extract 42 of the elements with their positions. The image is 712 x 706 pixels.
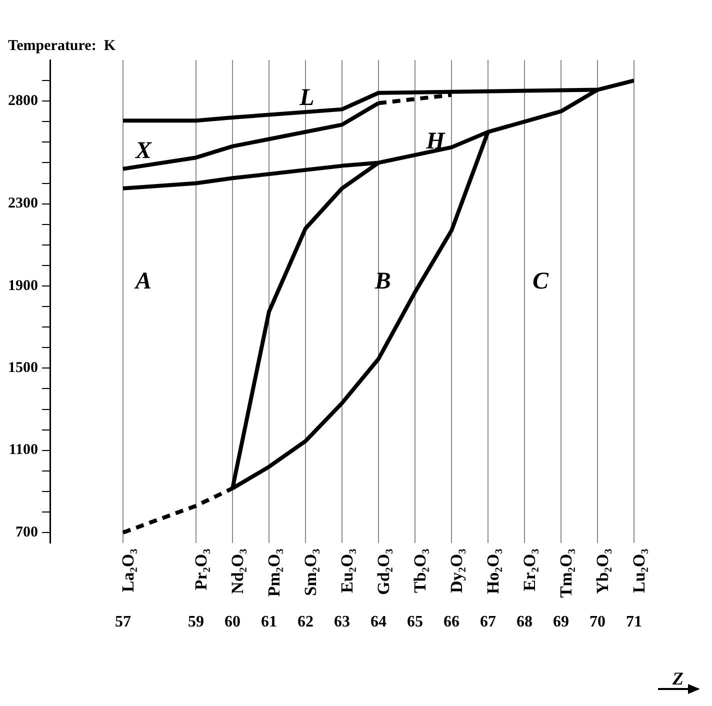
y-axis-title: Temperature: K <box>8 38 116 54</box>
text: Tb₂O₃ <box>410 548 430 594</box>
y-tick-label: 1100 <box>8 442 38 458</box>
x-tick-label: 67 <box>480 614 496 631</box>
text: Yb₂O₃ <box>592 548 612 594</box>
x-tick-label: 61 <box>261 614 277 631</box>
x-tick-label: 69 <box>553 614 569 631</box>
x-tick-label: 68 <box>516 614 532 631</box>
text: Nd₂O₃ <box>228 548 247 594</box>
x-tick-label: 71 <box>626 614 642 631</box>
text: La₂O₃ <box>118 548 138 592</box>
text: Eu₂O₃ <box>337 548 356 594</box>
annotation: C <box>532 268 550 294</box>
text: Tm₂O₃ <box>556 548 576 598</box>
x-axis-title: Z <box>672 668 684 689</box>
x-tick-label: 64 <box>370 614 386 631</box>
text: Gd₂O₃ <box>374 548 393 595</box>
x-tick-label: 62 <box>298 614 314 631</box>
text: Dy₂O₃ <box>446 548 466 594</box>
text: Pr₂O₃ <box>191 548 210 590</box>
annotation: A <box>133 268 152 294</box>
text: Er₂O₃ <box>520 548 539 592</box>
annotation: X <box>134 138 152 164</box>
y-tick-label: 2800 <box>8 92 38 109</box>
y-tick-label: 1500 <box>8 360 38 376</box>
text: Ho₂O₃ <box>483 548 502 594</box>
y-tick-label: 700 <box>16 524 38 540</box>
y-tick-label: 2300 <box>8 196 38 212</box>
text: Lu₂O₃ <box>629 548 648 594</box>
x-tick-label: 66 <box>444 614 460 631</box>
y-tick-label: 1900 <box>8 278 38 294</box>
annotation: B <box>374 268 391 294</box>
x-tick-label: 65 <box>407 614 423 631</box>
annotation: H <box>425 128 446 154</box>
x-tick-label: 63 <box>334 614 350 631</box>
annotation: L <box>298 84 314 111</box>
text: Sm₂O₃ <box>300 548 320 596</box>
x-tick-label: 59 <box>188 614 204 631</box>
x-tick-label: 70 <box>590 614 606 631</box>
x-tick-label: 57 <box>115 614 131 631</box>
x-tick-label: 60 <box>224 614 240 631</box>
text: Pm₂O₃ <box>264 548 284 597</box>
